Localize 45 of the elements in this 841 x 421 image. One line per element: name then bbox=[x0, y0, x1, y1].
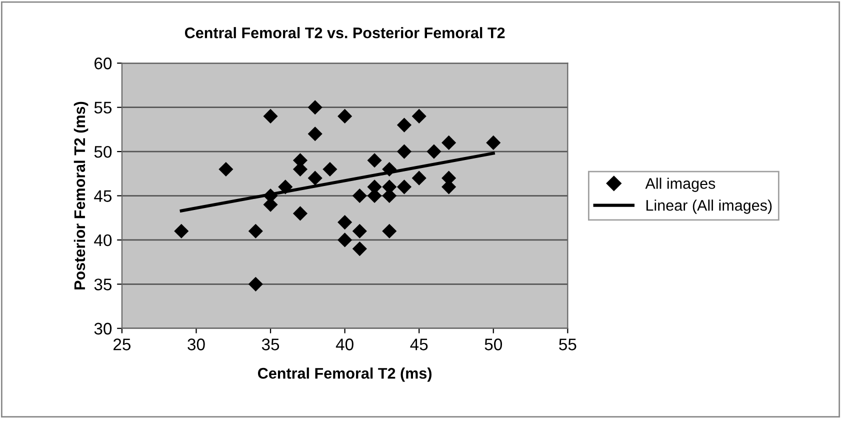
point bbox=[352, 242, 367, 256]
legend-label: All images bbox=[645, 178, 716, 192]
point bbox=[218, 162, 234, 177]
point bbox=[396, 180, 412, 194]
point bbox=[352, 224, 367, 238]
x-tick-label: 40 bbox=[336, 338, 354, 350]
point bbox=[426, 144, 442, 159]
point bbox=[442, 135, 456, 150]
y-axis-title: Posterior Femoral T2 (ms) bbox=[74, 102, 88, 290]
y-tick-label: 60 bbox=[94, 58, 112, 70]
x-tick-label: 30 bbox=[188, 338, 205, 350]
y-tick-label: 30 bbox=[94, 322, 112, 335]
point bbox=[248, 224, 263, 238]
point bbox=[308, 126, 322, 142]
point bbox=[308, 100, 322, 115]
x-tick-label: 25 bbox=[114, 338, 131, 350]
x-tick-label: 45 bbox=[410, 338, 428, 350]
point bbox=[412, 170, 426, 186]
point bbox=[322, 162, 338, 177]
point bbox=[338, 108, 352, 124]
x-tick-label: 55 bbox=[559, 338, 576, 350]
point bbox=[367, 153, 382, 168]
point bbox=[382, 224, 397, 238]
point bbox=[338, 215, 352, 230]
x-tick-label: 35 bbox=[262, 338, 280, 350]
x-tick-label: 50 bbox=[484, 338, 502, 350]
y-tick-label: 35 bbox=[94, 278, 112, 290]
y-tick-label: 40 bbox=[94, 234, 112, 246]
point bbox=[486, 135, 501, 150]
x-axis-title: Central Femoral T2 (ms) bbox=[258, 368, 432, 382]
point bbox=[412, 108, 426, 124]
point bbox=[308, 170, 322, 186]
point bbox=[396, 144, 412, 159]
chart-title: Central Femoral T2 vs. Posterior Femoral T2 bbox=[184, 27, 505, 38]
y-tick-label: 45 bbox=[94, 190, 112, 202]
legend-label: Linear (All images) bbox=[646, 200, 772, 214]
point bbox=[174, 224, 189, 238]
y-tick-label: 55 bbox=[94, 102, 112, 114]
point bbox=[338, 232, 352, 248]
point bbox=[396, 118, 412, 132]
y-tick-label: 50 bbox=[94, 146, 112, 158]
point bbox=[352, 188, 367, 204]
point bbox=[248, 276, 263, 292]
point bbox=[263, 108, 278, 124]
point bbox=[292, 206, 308, 221]
